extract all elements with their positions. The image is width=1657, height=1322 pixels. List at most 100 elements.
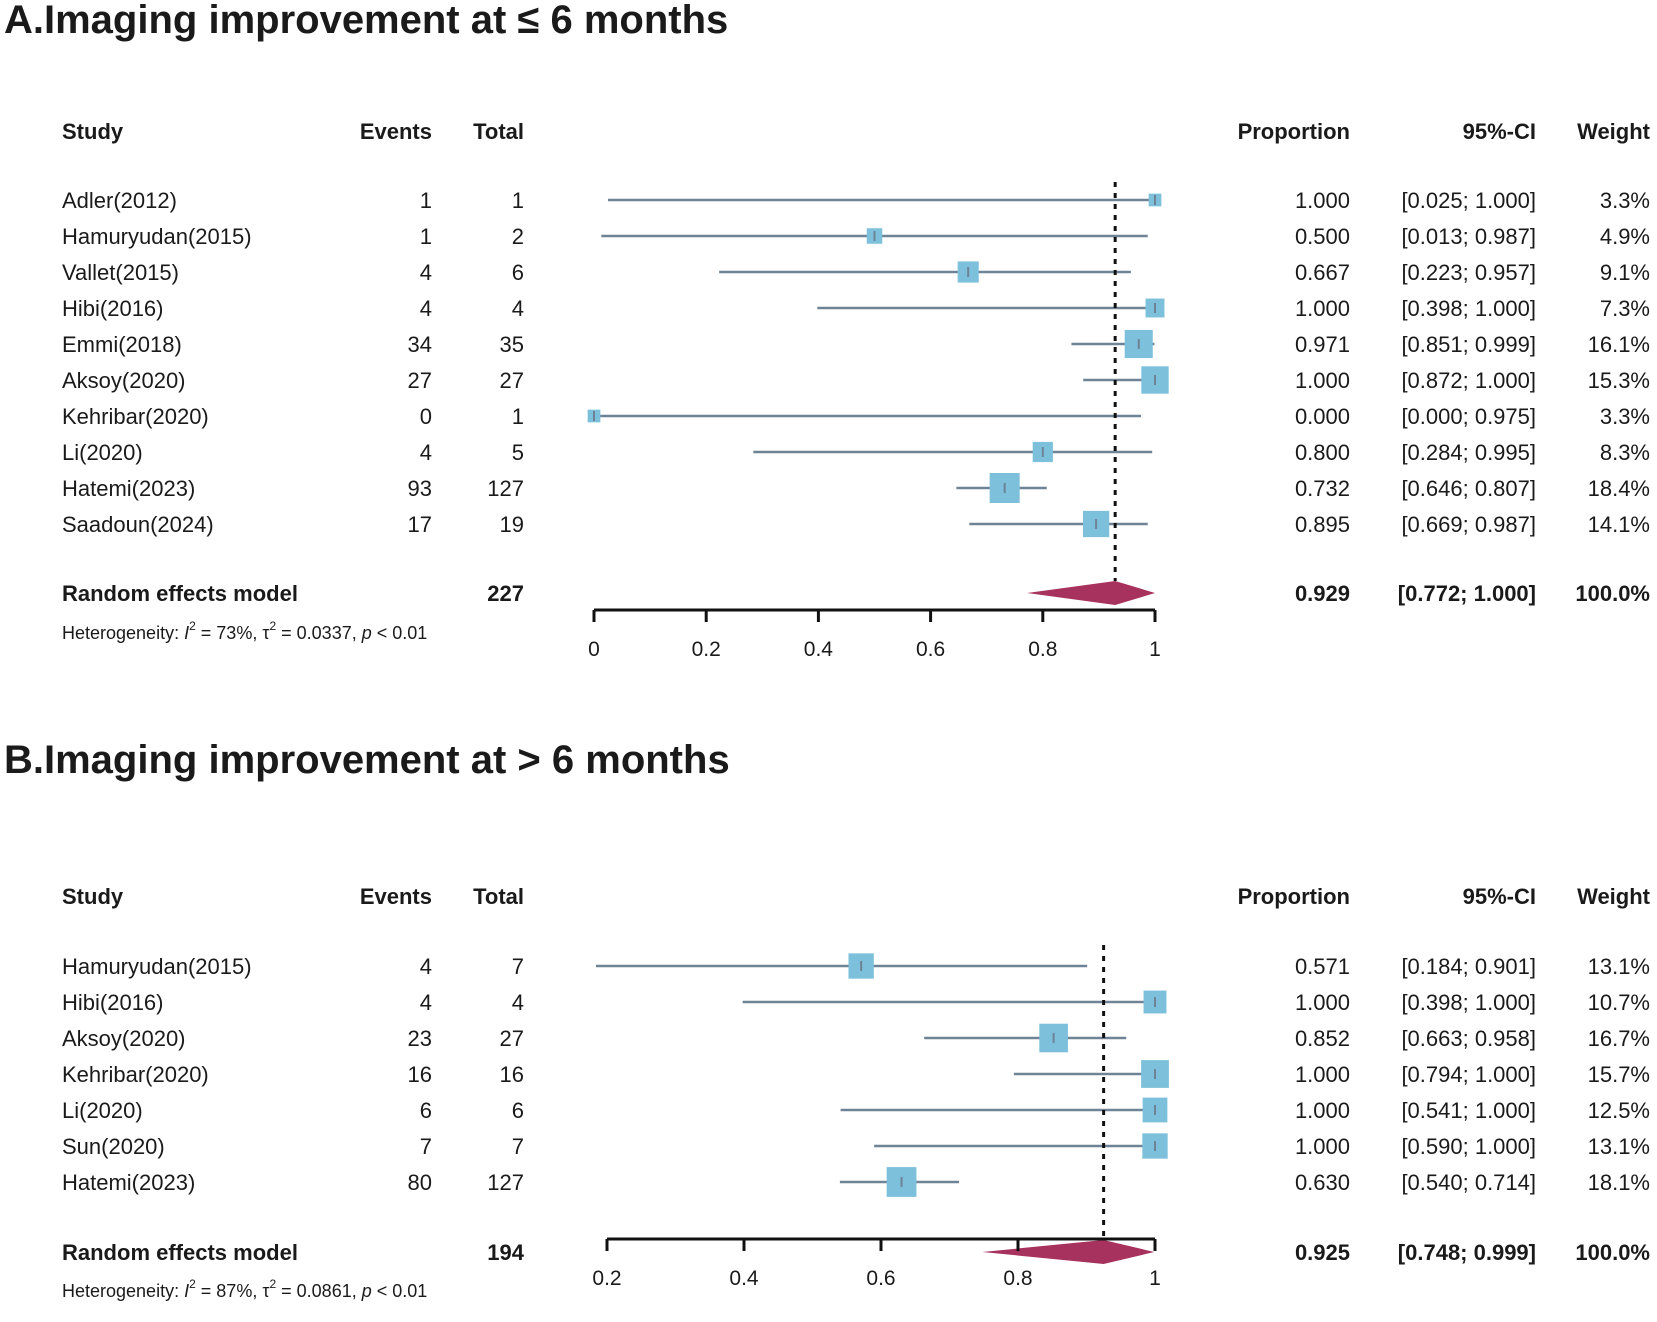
weight-value: 13.1% — [1588, 1134, 1650, 1159]
events-value: 7 — [420, 1134, 432, 1159]
study-label: Sun(2020) — [62, 1134, 165, 1159]
proportion-value: 0.500 — [1295, 224, 1350, 249]
study-label: Aksoy(2020) — [62, 368, 186, 393]
pooled-proportion: 0.929 — [1295, 581, 1350, 606]
x-tick-label: 1 — [1149, 638, 1161, 661]
heterogeneity-label: Heterogeneity: — [62, 1281, 184, 1301]
weight-value: 16.7% — [1588, 1026, 1650, 1051]
pooled-ci: [0.772; 1.000] — [1398, 581, 1536, 606]
tau2-superscript: 2 — [269, 1277, 276, 1291]
study-label: Hibi(2016) — [62, 990, 164, 1015]
panel-title: B.Imaging improvement at > 6 months — [4, 738, 730, 782]
events-value: 4 — [420, 296, 432, 321]
pooled-total: 194 — [487, 1240, 524, 1265]
ci-value: [0.398; 1.000] — [1401, 990, 1536, 1015]
column-header-proportion: Proportion — [1238, 119, 1350, 144]
p-symbol: p — [361, 623, 372, 643]
proportion-value: 0.000 — [1295, 404, 1350, 429]
total-value: 2 — [512, 224, 524, 249]
ci-value: [0.872; 1.000] — [1401, 368, 1536, 393]
panel-title: A.Imaging improvement at ≤ 6 months — [4, 0, 729, 42]
ci-value: [0.025; 1.000] — [1401, 188, 1536, 213]
x-tick-label: 0.6 — [866, 1267, 895, 1290]
pooled-weight: 100.0% — [1575, 581, 1650, 606]
i2-symbol: I — [184, 623, 189, 643]
ci-value: [0.000; 0.975] — [1401, 404, 1536, 429]
weight-value: 13.1% — [1588, 954, 1650, 979]
x-tick-label: 0.6 — [916, 638, 945, 661]
ci-value: [0.540; 0.714] — [1401, 1170, 1536, 1195]
ci-value: [0.851; 0.999] — [1401, 332, 1536, 357]
i2-superscript: 2 — [189, 1277, 196, 1291]
events-value: 17 — [408, 512, 432, 537]
weight-value: 7.3% — [1600, 296, 1650, 321]
proportion-value: 0.667 — [1295, 260, 1350, 285]
study-label: Li(2020) — [62, 440, 143, 465]
weight-value: 4.9% — [1600, 224, 1650, 249]
events-value: 93 — [408, 476, 432, 501]
proportion-value: 0.895 — [1295, 512, 1350, 537]
column-header-proportion: Proportion — [1238, 884, 1350, 909]
heterogeneity-text: Heterogeneity: I2 = 73%, τ2 = 0.0337, p … — [62, 619, 427, 643]
i2-value: = 87%, — [196, 1281, 263, 1301]
i2-symbol: I — [184, 1281, 189, 1301]
x-tick-label: 0.2 — [692, 638, 721, 661]
column-header-weight: Weight — [1577, 119, 1651, 144]
ci-value: [0.590; 1.000] — [1401, 1134, 1536, 1159]
forest-plot-b: Study Events Total Proportion 95%-CI Weight Ha… — [62, 884, 1651, 1301]
heterogeneity-label: Heterogeneity: — [62, 623, 184, 643]
events-value: 34 — [408, 332, 432, 357]
study-label: Adler(2012) — [62, 188, 177, 213]
events-value: 27 — [408, 368, 432, 393]
p-symbol: p — [361, 1281, 372, 1301]
tau2-value: = 0.0337, — [276, 623, 362, 643]
total-value: 127 — [487, 1170, 524, 1195]
x-tick-label: 0.2 — [592, 1267, 621, 1290]
weight-value: 18.1% — [1588, 1170, 1650, 1195]
weight-value: 18.4% — [1588, 476, 1650, 501]
pooled-label: Random effects model — [62, 581, 298, 606]
pooled-ci: [0.748; 0.999] — [1398, 1240, 1536, 1265]
x-tick-label: 1 — [1149, 1267, 1161, 1290]
proportion-value: 0.732 — [1295, 476, 1350, 501]
proportion-value: 1.000 — [1295, 1098, 1350, 1123]
events-value: 80 — [408, 1170, 432, 1195]
pooled-diamond — [982, 1240, 1155, 1264]
study-label: Saadoun(2024) — [62, 512, 214, 537]
x-tick-label: 0.4 — [729, 1267, 759, 1290]
events-value: 6 — [420, 1098, 432, 1123]
total-value: 6 — [512, 1098, 524, 1123]
forest-panel-a: A.Imaging improvement at ≤ 6 months Stud… — [4, 0, 1651, 661]
proportion-value: 0.852 — [1295, 1026, 1350, 1051]
p-value: < 0.01 — [372, 623, 428, 643]
study-label: Vallet(2015) — [62, 260, 179, 285]
tau2-value: = 0.0861, — [276, 1281, 362, 1301]
study-label: Aksoy(2020) — [62, 1026, 186, 1051]
proportion-value: 0.571 — [1295, 954, 1350, 979]
study-label: Kehribar(2020) — [62, 1062, 209, 1087]
tau2-superscript: 2 — [269, 619, 276, 633]
ci-value: [0.541; 1.000] — [1401, 1098, 1536, 1123]
study-label: Kehribar(2020) — [62, 404, 209, 429]
study-label: Hamuryudan(2015) — [62, 224, 252, 249]
total-value: 4 — [512, 296, 524, 321]
total-value: 16 — [500, 1062, 524, 1087]
ci-value: [0.184; 0.901] — [1401, 954, 1536, 979]
events-value: 4 — [420, 990, 432, 1015]
study-label: Hibi(2016) — [62, 296, 164, 321]
tau2-symbol: τ — [262, 623, 269, 643]
events-value: 4 — [420, 260, 432, 285]
x-tick-label: 0 — [588, 638, 600, 661]
weight-value: 15.3% — [1588, 368, 1650, 393]
total-value: 127 — [487, 476, 524, 501]
column-header-total: Total — [473, 884, 524, 909]
events-value: 16 — [408, 1062, 432, 1087]
x-tick-label: 0.4 — [804, 638, 834, 661]
proportion-value: 1.000 — [1295, 1134, 1350, 1159]
pooled-total: 227 — [487, 581, 524, 606]
ci-value: [0.284; 0.995] — [1401, 440, 1536, 465]
i2-superscript: 2 — [189, 619, 196, 633]
total-value: 7 — [512, 954, 524, 979]
pooled-weight: 100.0% — [1575, 1240, 1650, 1265]
proportion-value: 0.630 — [1295, 1170, 1350, 1195]
